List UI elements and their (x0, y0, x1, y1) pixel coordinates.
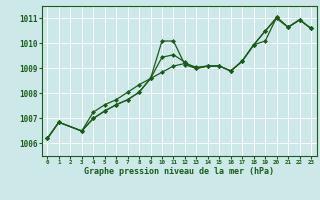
X-axis label: Graphe pression niveau de la mer (hPa): Graphe pression niveau de la mer (hPa) (84, 167, 274, 176)
